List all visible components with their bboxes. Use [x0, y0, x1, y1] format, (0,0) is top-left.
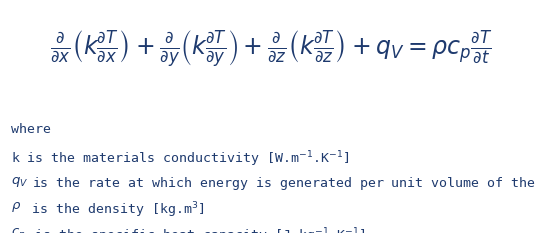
Text: $q_V$: $q_V$: [11, 175, 28, 189]
Text: is the specific heat capacity [J.kg$^{-1}$.K$^{-1}$]: is the specific heat capacity [J.kg$^{-1…: [27, 226, 365, 233]
Text: $\rho$: $\rho$: [11, 200, 21, 214]
Text: $c_p$: $c_p$: [11, 226, 26, 233]
Text: $\frac{\partial}{\partial x}\left(k\frac{\partial T}{\partial x}\right) + \frac{: $\frac{\partial}{\partial x}\left(k\frac…: [50, 28, 493, 69]
Text: k is the materials conductivity [W.m$^{-1}$.K$^{-1}$]: k is the materials conductivity [W.m$^{-…: [11, 149, 349, 169]
Text: is the density [kg.m$^{3}$]: is the density [kg.m$^{3}$]: [24, 200, 205, 220]
Text: where: where: [11, 123, 51, 137]
Text: is the rate at which energy is generated per unit volume of the medium [W.m$^{-3: is the rate at which energy is generated…: [32, 175, 543, 194]
